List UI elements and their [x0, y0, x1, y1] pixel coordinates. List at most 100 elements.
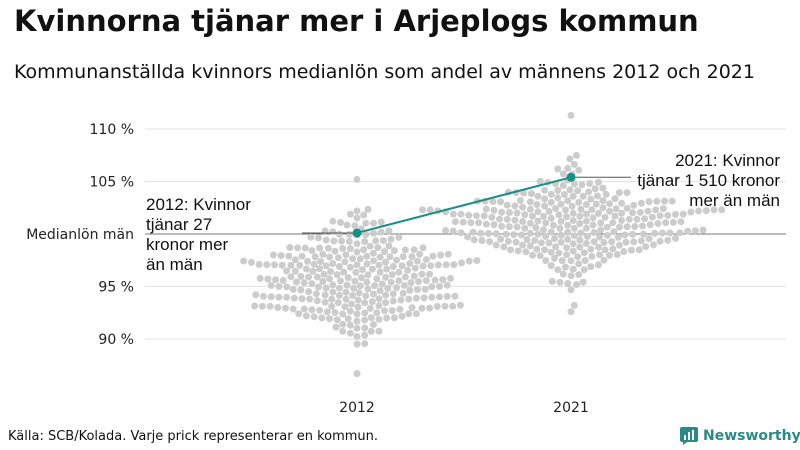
highlight-point: [566, 172, 576, 182]
swarm-dot: [699, 226, 707, 234]
swarm-dot: [312, 290, 320, 298]
swarm-dot: [329, 260, 337, 267]
swarm-dot: [590, 238, 598, 246]
swarm-dot: [579, 192, 587, 200]
swarm-dot: [269, 251, 277, 259]
swarm-dot: [569, 265, 577, 273]
swarm-dot: [623, 204, 631, 212]
swarm-dot: [377, 218, 385, 226]
swarm-dot: [540, 212, 547, 220]
swarm-dot: [504, 237, 512, 245]
swarm-dot: [346, 321, 354, 329]
swarm-dot: [327, 268, 335, 275]
swarm-dot: [410, 272, 418, 280]
swarm-dot: [252, 291, 260, 299]
swarm-dot: [339, 244, 347, 252]
swarm-dot: [436, 293, 443, 301]
swarm-dot: [585, 188, 593, 196]
swarm-dot: [576, 243, 584, 251]
swarm-dot: [570, 301, 578, 309]
swarm-dot: [702, 207, 710, 215]
swarm-dot: [652, 206, 660, 214]
swarm-dot: [385, 227, 393, 235]
swarm-dot: [370, 249, 377, 257]
swarm-dot: [302, 265, 310, 273]
swarm-dot: [353, 214, 361, 222]
swarm-dot: [308, 280, 316, 288]
swarm-dot: [568, 202, 576, 210]
swarm-dot: [370, 290, 377, 298]
swarm-dot: [335, 263, 343, 270]
swarm-dot: [328, 302, 336, 310]
swarm-dot: [353, 248, 361, 256]
swarm-dot: [256, 274, 264, 282]
swarm-dot: [567, 111, 575, 119]
swarm-dot: [351, 222, 359, 230]
swarm-dot: [567, 308, 575, 316]
swarm-dot: [534, 230, 542, 238]
swarm-dot: [331, 309, 339, 316]
swarm-dot: [520, 189, 528, 197]
swarm-dot: [447, 274, 454, 282]
swarm-dot: [547, 262, 555, 270]
swarm-dot: [601, 246, 609, 254]
swarm-dot: [452, 218, 459, 226]
swarm-dot: [531, 237, 539, 244]
swarm-dot: [573, 281, 580, 288]
swarm-dot: [582, 217, 590, 225]
swarm-dot: [283, 267, 291, 275]
swarm-dot: [498, 208, 506, 216]
swarm-dot: [397, 296, 405, 304]
swarm-dot: [664, 236, 672, 244]
swarm-dot: [614, 233, 622, 241]
swarm-dot: [522, 248, 530, 256]
chart-title: Kvinnorna tjänar mer i Arjeplogs kommun: [14, 4, 699, 38]
swarm-dot: [559, 182, 567, 189]
swarm-dot: [370, 257, 377, 265]
swarm-dot: [442, 227, 450, 234]
swarm-dot: [597, 226, 605, 234]
swarm-dot: [570, 224, 578, 232]
swarm-dot: [516, 197, 524, 204]
swarm-dot: [537, 239, 545, 247]
swarm-dot: [251, 302, 259, 310]
annotation-line: 2012: Kvinnor: [146, 195, 251, 214]
swarm-dot: [289, 285, 297, 293]
swarm-dot: [353, 370, 361, 378]
swarm-dot: [298, 295, 306, 303]
brand-name: Newsworthy: [703, 428, 800, 444]
swarm-dot: [335, 291, 343, 299]
swarm-dot: [348, 300, 355, 308]
swarm-dot: [275, 282, 283, 290]
swarm-dot: [533, 245, 541, 253]
beeswarm-chart: 90 % 95 % Medianlön män 105 % 110 % 2012 2021…: [26, 111, 786, 416]
swarm-dot: [478, 237, 486, 244]
swarm-dot: [545, 239, 553, 247]
swarm-dot: [300, 305, 308, 313]
highlight-point: [352, 228, 362, 238]
swarm-dot: [599, 184, 607, 192]
swarm-dot: [557, 217, 565, 225]
swarm-dot: [319, 250, 327, 258]
swarm-dot: [414, 257, 421, 265]
swarm-dot: [395, 277, 403, 285]
swarm-dot: [411, 264, 419, 272]
swarm-dot: [507, 246, 514, 254]
swarm-dot: [569, 192, 577, 200]
swarm-dot: [597, 219, 605, 227]
swarm-dot: [267, 293, 275, 301]
swarm-dot: [514, 247, 522, 255]
annotation-2021: 2021: Kvinnor tjänar 1 510 kronor mer än m…: [637, 151, 780, 210]
swarm-dot: [401, 246, 409, 254]
swarm-dot: [559, 270, 567, 278]
annotation-line: än män: [146, 255, 203, 274]
swarm-dot: [668, 197, 676, 205]
swarm-dot: [387, 235, 395, 243]
swarm-dot: [511, 202, 519, 210]
swarm-dot: [378, 280, 386, 288]
swarm-dot: [576, 212, 584, 220]
swarm-dot: [533, 201, 541, 208]
swarm-dot: [376, 268, 384, 276]
swarm-dot: [581, 257, 589, 264]
swarm-dot: [434, 261, 442, 269]
